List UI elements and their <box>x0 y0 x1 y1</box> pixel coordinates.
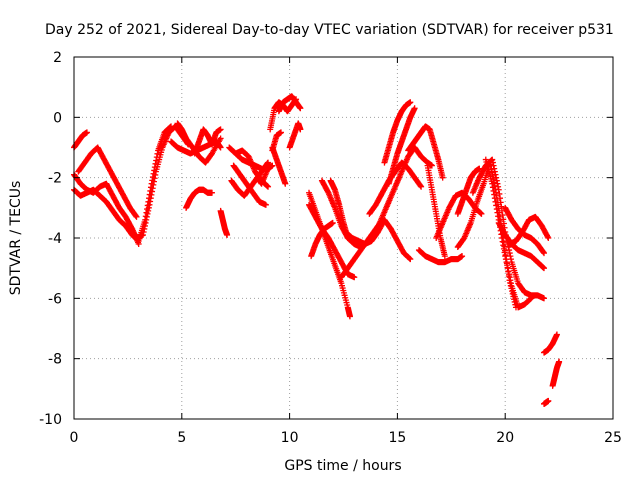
y-tick-label: 2 <box>53 50 62 66</box>
data-point <box>208 189 215 196</box>
series-track-t <box>269 129 284 154</box>
x-tick-label: 25 <box>604 430 622 446</box>
y-tick-label: -8 <box>48 352 62 368</box>
series-track-o <box>254 162 276 187</box>
data-point <box>83 129 90 136</box>
data-point <box>262 201 269 208</box>
x-tick-labels: 0 5 10 15 20 25 <box>70 430 622 446</box>
series-track-c <box>75 144 140 220</box>
data-point <box>265 159 272 166</box>
series-track-g <box>174 120 224 166</box>
series-track-h <box>191 126 224 157</box>
data-point <box>224 231 231 238</box>
series-track-ar <box>549 358 563 389</box>
x-tick-label: 10 <box>281 430 299 446</box>
data-point <box>269 162 276 169</box>
data-point <box>297 126 304 133</box>
series-track-i <box>183 186 215 211</box>
y-axis-label: SDTVAR / TECUs <box>8 181 24 296</box>
data-point <box>217 135 224 142</box>
series-track-p <box>269 144 289 187</box>
chart-title: Day 252 of 2021, Sidereal Day-to-day VTE… <box>45 22 614 38</box>
series-track-as <box>541 397 552 407</box>
series-track-r <box>275 93 304 115</box>
x-tick-label: 0 <box>70 430 79 446</box>
data-point <box>265 183 272 190</box>
data-point <box>217 144 224 151</box>
data-point <box>297 105 304 112</box>
data-point <box>282 180 289 187</box>
data-point <box>217 126 224 133</box>
series-track-j <box>217 207 231 238</box>
series-track-m <box>230 162 269 208</box>
x-axis-label: GPS time / hours <box>284 458 401 474</box>
y-tick-label: -6 <box>48 291 62 307</box>
data-point <box>277 129 284 136</box>
y-tick-labels: -10 -8 -6 -4 -2 0 2 <box>39 50 62 428</box>
x-tick-label: 20 <box>496 430 514 446</box>
series-track-s <box>286 120 304 151</box>
series-track-aq <box>541 331 560 356</box>
data-points <box>71 93 563 407</box>
y-tick-label: 0 <box>53 110 62 126</box>
y-tick-label: -2 <box>48 171 62 187</box>
data-point <box>133 213 140 220</box>
y-tick-label: -10 <box>39 412 62 428</box>
y-tick-label: -4 <box>48 231 62 247</box>
x-tick-label: 15 <box>388 430 406 446</box>
series-track-d <box>71 123 175 245</box>
x-tick-label: 5 <box>177 430 186 446</box>
